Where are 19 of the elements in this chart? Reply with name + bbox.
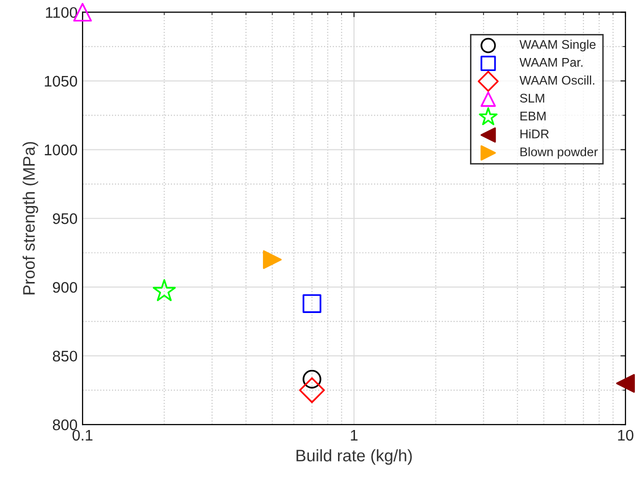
y-tick-label: 850 <box>52 350 78 362</box>
legend-label: HiDR <box>520 129 549 138</box>
legend-label: WAAM Single <box>520 40 596 52</box>
legend-label: WAAM Oscill. <box>520 76 594 85</box>
legend-label: WAAM Par. <box>520 58 582 67</box>
x-tick-label: 0.1 <box>72 430 92 441</box>
legend-label: EBM <box>520 112 546 120</box>
y-tick-label: 800 <box>52 419 78 430</box>
y-tick-label: 900 <box>52 282 78 293</box>
x-tick-label: 1 <box>350 430 358 440</box>
x-tick-label: 10 <box>618 430 634 441</box>
x-axis-title: Build rate (kg/h) <box>296 449 412 465</box>
y-tick-label: 950 <box>52 213 78 224</box>
y-tick-label: 1100 <box>46 7 78 18</box>
y-tick-label: 1050 <box>44 76 78 87</box>
y-axis-title: Proof strength (MPa) <box>22 142 38 294</box>
y-tick-label: 1000 <box>44 144 78 156</box>
legend-label: Blown powder <box>520 147 598 159</box>
legend-label: SLM <box>520 94 544 103</box>
